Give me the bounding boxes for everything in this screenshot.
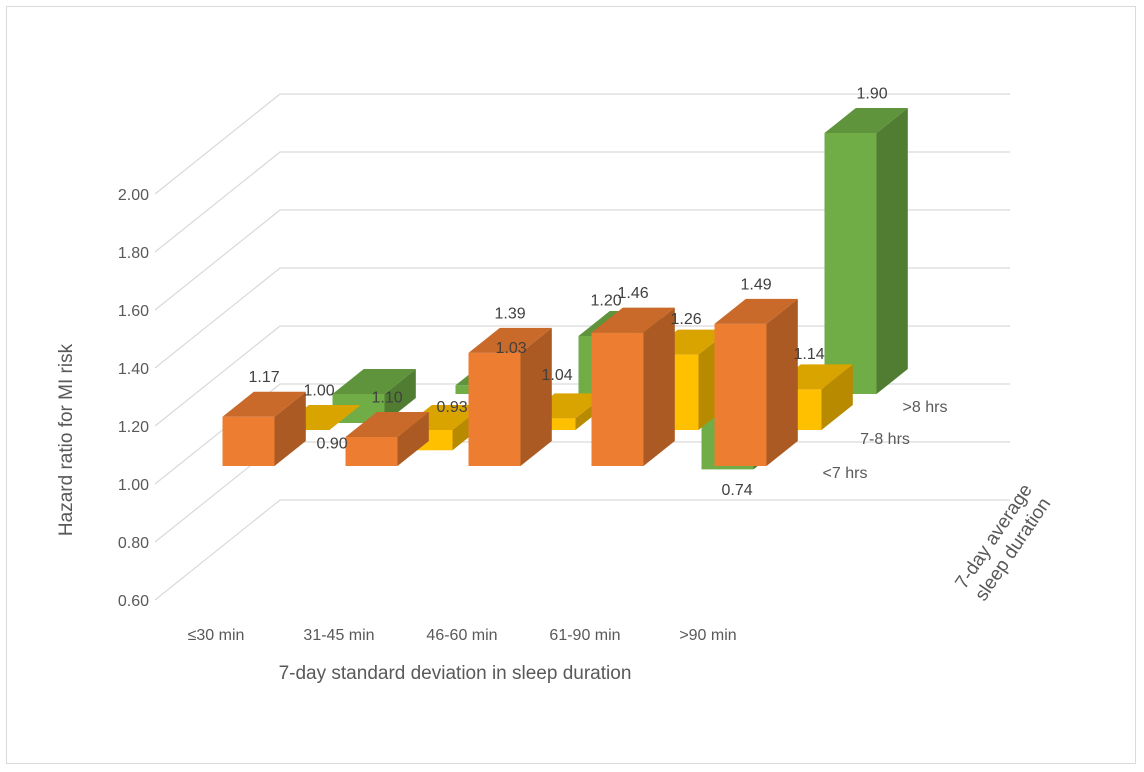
data-label: 1.00 — [304, 383, 335, 400]
data-label: 1.17 — [249, 369, 280, 386]
data-label: 1.90 — [857, 86, 888, 103]
data-label: 1.04 — [542, 367, 573, 384]
bar-top-face — [591, 307, 675, 333]
category-label: 31-45 min — [303, 627, 374, 644]
bar-top-face — [468, 327, 552, 353]
bar-front-face — [345, 437, 398, 466]
gridline — [154, 93, 1010, 195]
bar-front-face — [222, 416, 275, 466]
bar-top-face — [345, 412, 429, 437]
data-label: 1.14 — [794, 346, 825, 363]
y-tick-label: 1.20 — [118, 419, 149, 436]
data-label: 1.39 — [495, 305, 526, 322]
gridline — [154, 209, 1010, 311]
y-tick-label: 1.40 — [118, 361, 149, 378]
y-tick-label: 1.60 — [118, 303, 149, 320]
y-axis-title: Hazard ratio for MI risk — [56, 343, 77, 536]
gridline — [154, 151, 1010, 253]
bar-front-face — [468, 352, 521, 466]
bar-front-face — [824, 133, 877, 394]
series-label: >8 hrs — [903, 399, 948, 416]
category-axis-labels: ≤30 min 31-45 min 46-60 min 61-90 min >90 mi… — [188, 627, 737, 644]
gridline — [154, 499, 1010, 601]
bar-side-face — [384, 369, 416, 423]
series-label: <7 hrs — [823, 465, 868, 482]
series-axis-title: 7-day average sleep duration — [951, 480, 1055, 604]
data-labels: 0.90 1.03 1.20 0.74 1.90 1.00 0.93 1.04 1.26 1.14… — [249, 86, 888, 499]
bar — [345, 412, 429, 466]
category-label: ≤30 min — [188, 627, 245, 644]
y-tick-label: 1.80 — [118, 245, 149, 262]
y-tick-label: 2.00 — [118, 187, 149, 204]
data-label: 0.90 — [317, 436, 348, 453]
series-label: 7-8 hrs — [860, 431, 910, 448]
bar-top-face — [222, 391, 306, 417]
bar — [222, 391, 306, 466]
bar-side-face — [397, 412, 429, 466]
bar-side-face — [643, 307, 675, 466]
bar-top-face — [332, 369, 416, 394]
y-tick-label: 1.00 — [118, 477, 149, 494]
bar-side-face — [821, 364, 853, 430]
gridline — [154, 267, 1010, 369]
data-label: 1.46 — [618, 285, 649, 302]
bar-front-face — [591, 332, 644, 466]
category-label: 46-60 min — [426, 627, 497, 644]
data-label: 1.10 — [372, 390, 403, 407]
category-label: >90 min — [679, 627, 736, 644]
bar — [824, 108, 908, 394]
data-label: 0.93 — [437, 399, 468, 416]
bar-side-face — [274, 391, 306, 466]
category-label: 61-90 min — [549, 627, 620, 644]
y-tick-label: 0.60 — [118, 593, 149, 610]
y-axis-tick-labels: 0.60 0.80 1.00 1.20 1.40 1.60 1.80 2.00 — [118, 187, 149, 610]
data-label: 0.74 — [722, 482, 753, 499]
bar-side-face — [876, 108, 908, 394]
bar-side-face — [766, 298, 798, 466]
bars — [222, 108, 908, 470]
bar — [591, 307, 675, 466]
bar — [714, 298, 798, 466]
data-label: 1.49 — [741, 276, 772, 293]
data-label: 1.26 — [671, 311, 702, 328]
y-tick-label: 0.80 — [118, 535, 149, 552]
bar-top-face — [714, 298, 798, 324]
chart-frame — [6, 6, 1136, 764]
data-label: 1.20 — [591, 293, 622, 310]
series-axis-labels: <7 hrs 7-8 hrs >8 hrs — [823, 399, 948, 482]
bar-side-face — [520, 327, 552, 466]
bar-top-face — [824, 108, 908, 133]
bar — [468, 327, 552, 466]
x-axis-title: 7-day standard deviation in sleep durati… — [279, 663, 632, 684]
data-label: 1.03 — [496, 340, 527, 357]
bar-front-face — [714, 323, 767, 466]
